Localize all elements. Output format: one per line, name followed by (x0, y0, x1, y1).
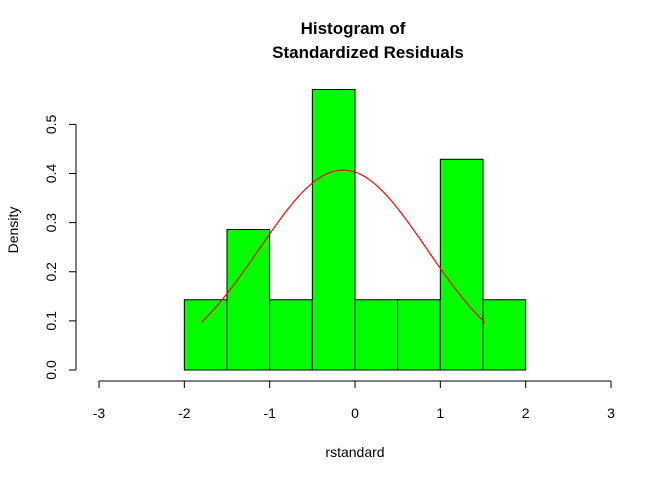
chart-title-line1: Histogram of (301, 19, 406, 38)
y-tick-label-5: 0.5 (43, 114, 59, 134)
y-tick-label-1: 0.1 (43, 311, 59, 331)
x-axis: -3 -2 -1 0 1 2 3 (93, 380, 615, 421)
y-tick-label-4: 0.4 (43, 164, 59, 184)
x-tick-label-5: 2 (522, 405, 530, 421)
histogram-bar-2 (269, 299, 313, 371)
x-tick-label-6: 3 (607, 405, 615, 421)
y-tick-label-2: 0.2 (43, 262, 59, 282)
x-tick-label-0: -3 (93, 405, 106, 421)
chart-title-line2: Standardized Residuals (272, 43, 464, 62)
histogram-bar-5 (397, 299, 441, 371)
y-tick-label-0: 0.0 (43, 360, 59, 380)
bars-group (183, 89, 527, 371)
histogram-bar-6 (439, 158, 484, 371)
x-axis-label: rstandard (325, 444, 384, 460)
density-curve (200, 169, 486, 323)
histogram-bar-4 (354, 299, 399, 371)
y-tick-label-3: 0.3 (43, 213, 59, 233)
histogram-bar-0 (183, 299, 228, 371)
y-axis-label: Density (5, 207, 21, 254)
x-tick-label-4: 1 (436, 405, 444, 421)
x-tick-label-2: -1 (263, 405, 276, 421)
y-axis: 0.0 0.1 0.2 0.3 0.4 0.5 (43, 114, 77, 380)
histogram-bar-7 (482, 299, 527, 371)
x-tick-label-1: -2 (178, 405, 191, 421)
x-tick-label-3: 0 (351, 405, 359, 421)
histogram-bar-1 (226, 229, 271, 371)
histogram-bar-3 (311, 89, 356, 371)
